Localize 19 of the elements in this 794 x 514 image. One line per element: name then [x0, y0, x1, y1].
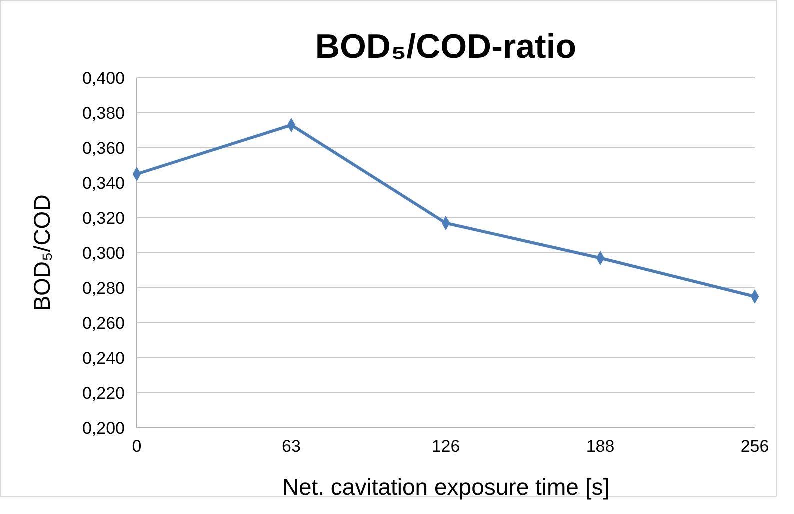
- y-tick-label: 0,200: [82, 418, 125, 438]
- x-tick-label: 63: [282, 437, 301, 456]
- y-tick-label: 0,320: [82, 208, 125, 228]
- x-tick-label: 126: [432, 437, 460, 456]
- y-tick-label: 0,400: [82, 68, 125, 88]
- y-tick-label: 0,380: [82, 104, 125, 123]
- x-tick-label: 188: [586, 437, 615, 456]
- x-tick-label: 256: [740, 437, 770, 456]
- y-tick-label: 0,240: [82, 348, 125, 368]
- y-tick-label: 0,260: [82, 314, 125, 333]
- y-tick-label: 0,300: [82, 244, 125, 263]
- y-tick-label: 0,340: [82, 174, 125, 193]
- y-tick-label: 0,220: [82, 384, 125, 403]
- x-axis-title: Net. cavitation exposure time [s]: [282, 474, 610, 500]
- chart-title: BOD₅/COD-ratio: [315, 28, 577, 66]
- y-tick-label: 0,280: [82, 278, 125, 298]
- y-tick-label: 0,360: [82, 138, 125, 158]
- y-axis-title: BOD₅/COD: [29, 194, 55, 312]
- x-tick-label: 0: [132, 437, 142, 456]
